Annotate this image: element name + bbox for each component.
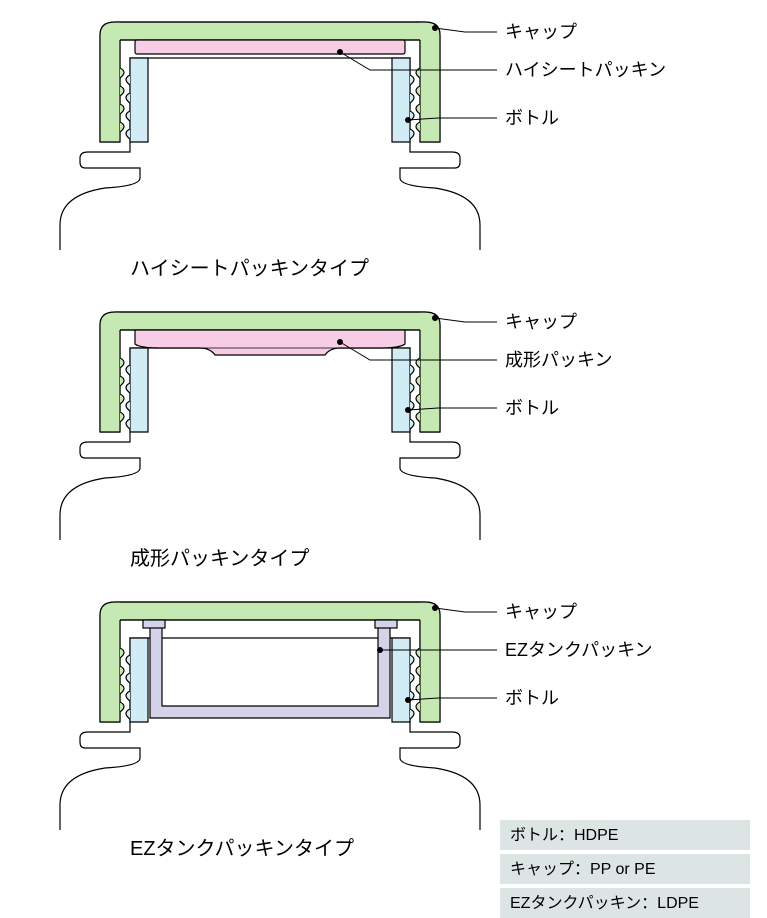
material-text-0: ボトル：HDPE [510,826,618,844]
title-2: EZタンクパッキンタイプ [130,837,354,860]
label-0-1: ハイシートパッキン [505,60,666,80]
label-0-0: キャップ [505,22,577,42]
material-text-1: キャップ：PP or PE [510,860,656,878]
label-0-2: ボトル [505,108,559,128]
label-2-2: ボトル [505,688,559,708]
material-text-2: EZタンクパッキン：LDPE [510,894,699,912]
label-1-1: 成形パッキン [505,350,612,370]
title-1: 成形パッキンタイプ [130,547,309,570]
label-1-2: ボトル [505,398,559,418]
label-1-0: キャップ [505,312,577,332]
label-2-1: EZタンクパッキン [505,640,653,660]
diagram-0: キャップハイシートパッキンボトルハイシートパッキンタイプ [60,22,666,280]
diagram-1: キャップ成形パッキンボトル成形パッキンタイプ [60,312,612,570]
diagram-svg: キャップハイシートパッキンボトルハイシートパッキンタイプキャップ成形パッキンボト… [0,0,767,918]
title-0: ハイシートパッキンタイプ [130,257,369,280]
label-2-0: キャップ [505,602,577,622]
